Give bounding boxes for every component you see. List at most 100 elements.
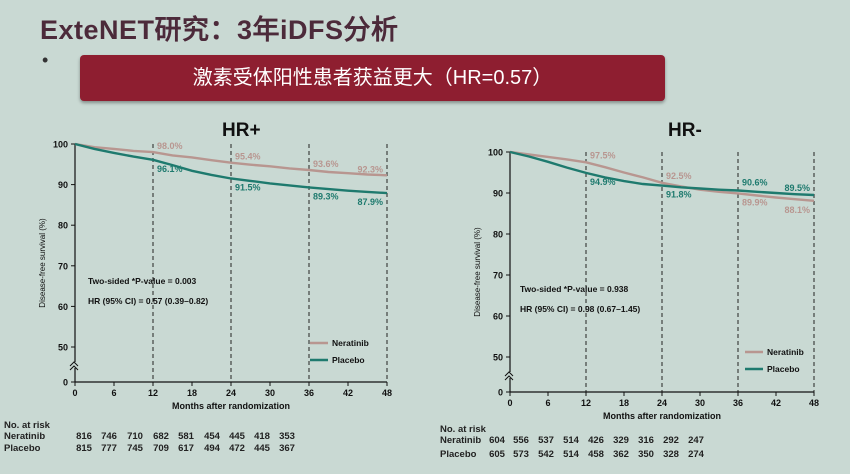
risk-cell: 777 xyxy=(101,443,117,454)
y-tick-label: 50 xyxy=(58,343,68,353)
risk-row-label: Neratinib xyxy=(4,431,46,442)
risk-cell: 581 xyxy=(178,431,194,442)
legend-label-placebo: Placebo xyxy=(767,364,800,374)
risk-cell: 682 xyxy=(153,431,169,442)
risk-cell: 445 xyxy=(229,431,245,442)
x-tick-label: 6 xyxy=(545,398,550,408)
x-tick-label: 18 xyxy=(619,398,629,408)
risk-cell: 745 xyxy=(127,443,143,454)
y-tick-label: 70 xyxy=(493,271,503,281)
x-tick-label: 18 xyxy=(187,388,197,398)
series-line-neratinib xyxy=(74,142,388,177)
series-line-placebo xyxy=(509,150,815,197)
axis-break-mark xyxy=(504,375,514,381)
risk-table-title: No. at risk xyxy=(440,424,486,435)
risk-cell: 537 xyxy=(538,435,554,446)
y-tick-label: 0 xyxy=(498,388,503,398)
x-tick-label: 36 xyxy=(733,398,743,408)
x-tick-label: 30 xyxy=(265,388,275,398)
x-tick-label: 30 xyxy=(695,398,705,408)
risk-row-label: Placebo xyxy=(440,449,477,460)
data-label: 92.5% xyxy=(666,171,692,181)
x-tick-label: 36 xyxy=(304,388,314,398)
data-label: 95.4% xyxy=(235,152,261,162)
x-tick-label: 0 xyxy=(72,388,77,398)
legend-label-neratinib: Neratinib xyxy=(767,347,804,357)
risk-cell: 815 xyxy=(76,443,92,454)
risk-cell: 247 xyxy=(688,435,704,446)
hazard-ratio-text: HR (95% CI) = 0.98 (0.67–1.45) xyxy=(520,304,640,314)
y-tick-label: 70 xyxy=(58,261,68,271)
x-tick-label: 42 xyxy=(343,388,353,398)
bullet-marker: • xyxy=(42,50,49,70)
risk-cell: 617 xyxy=(178,443,194,454)
data-label: 97.5% xyxy=(590,150,616,160)
y-tick-label: 90 xyxy=(493,189,503,199)
y-tick-label: 100 xyxy=(53,140,68,150)
data-label: 87.9% xyxy=(357,197,383,207)
risk-cell: 514 xyxy=(563,449,579,460)
data-label: 88.1% xyxy=(784,205,810,215)
risk-cell: 418 xyxy=(254,431,270,442)
y-tick-label: 0 xyxy=(63,378,68,388)
data-label: 96.1% xyxy=(157,164,183,174)
risk-cell: 573 xyxy=(513,449,529,460)
y-tick-label: 100 xyxy=(488,148,503,158)
data-label: 91.5% xyxy=(235,183,261,193)
risk-cell: 494 xyxy=(204,443,220,454)
x-tick-label: 12 xyxy=(581,398,591,408)
risk-cell: 367 xyxy=(279,443,295,454)
risk-cell: 328 xyxy=(663,449,679,460)
x-tick-label: 24 xyxy=(226,388,236,398)
risk-cell: 542 xyxy=(538,449,554,460)
risk-cell: 274 xyxy=(688,449,704,460)
x-tick-label: 0 xyxy=(507,398,512,408)
hazard-ratio-text: HR (95% CI) = 0.57 (0.39–0.82) xyxy=(88,296,208,306)
slide-title: ExteNET研究：3年iDFS分析 xyxy=(40,15,399,45)
series-line-placebo xyxy=(74,142,388,195)
p-value-text: Two-sided *P-value = 0.003 xyxy=(88,276,197,286)
risk-cell: 472 xyxy=(229,443,245,454)
x-tick-label: 6 xyxy=(111,388,116,398)
y-tick-label: 80 xyxy=(493,230,503,240)
data-label: 90.6% xyxy=(742,178,768,188)
axis-break-gap xyxy=(70,362,80,368)
x-tick-label: 42 xyxy=(771,398,781,408)
axis-break-mark xyxy=(504,371,514,377)
legend-label-neratinib: Neratinib xyxy=(332,338,369,348)
risk-cell: 350 xyxy=(638,449,654,460)
data-label: 91.8% xyxy=(666,190,692,200)
x-axis-label: Months after randomization xyxy=(172,401,290,411)
risk-cell: 605 xyxy=(489,449,505,460)
risk-cell: 316 xyxy=(638,435,654,446)
risk-table-title: No. at risk xyxy=(4,420,50,431)
risk-row-label: Placebo xyxy=(4,443,41,454)
risk-table: No. at risk Neratinib 816 746 710 682 581 454 44… xyxy=(4,420,334,470)
risk-row-label: Neratinib xyxy=(440,435,482,446)
risk-cell: 362 xyxy=(613,449,629,460)
risk-cell: 458 xyxy=(588,449,604,460)
axis-break-mark xyxy=(69,365,79,371)
y-axis-label: Disease-free survival (%) xyxy=(38,218,47,308)
axis-break-gap xyxy=(505,372,515,378)
y-tick-label: 80 xyxy=(58,221,68,231)
y-tick-label: 60 xyxy=(493,312,503,322)
risk-cell: 445 xyxy=(254,443,270,454)
risk-cell: 353 xyxy=(279,431,295,442)
data-label: 89.3% xyxy=(313,191,339,201)
chart-title: HR- xyxy=(668,120,702,141)
risk-cell: 710 xyxy=(127,431,143,442)
x-axis-label: Months after randomization xyxy=(603,411,721,421)
risk-cell: 556 xyxy=(513,435,529,446)
series-line-neratinib xyxy=(509,150,815,202)
highlight-banner: 激素受体阳性患者获益更大（HR=0.57） xyxy=(80,55,665,101)
risk-cell: 329 xyxy=(613,435,629,446)
risk-cell: 604 xyxy=(489,435,505,446)
data-label: 89.9% xyxy=(742,197,768,207)
chart-title: HR+ xyxy=(222,120,261,141)
risk-cell: 514 xyxy=(563,435,579,446)
p-value-text: Two-sided *P-value = 0.938 xyxy=(520,284,629,294)
risk-cell: 709 xyxy=(153,443,169,454)
x-tick-label: 48 xyxy=(809,398,819,408)
